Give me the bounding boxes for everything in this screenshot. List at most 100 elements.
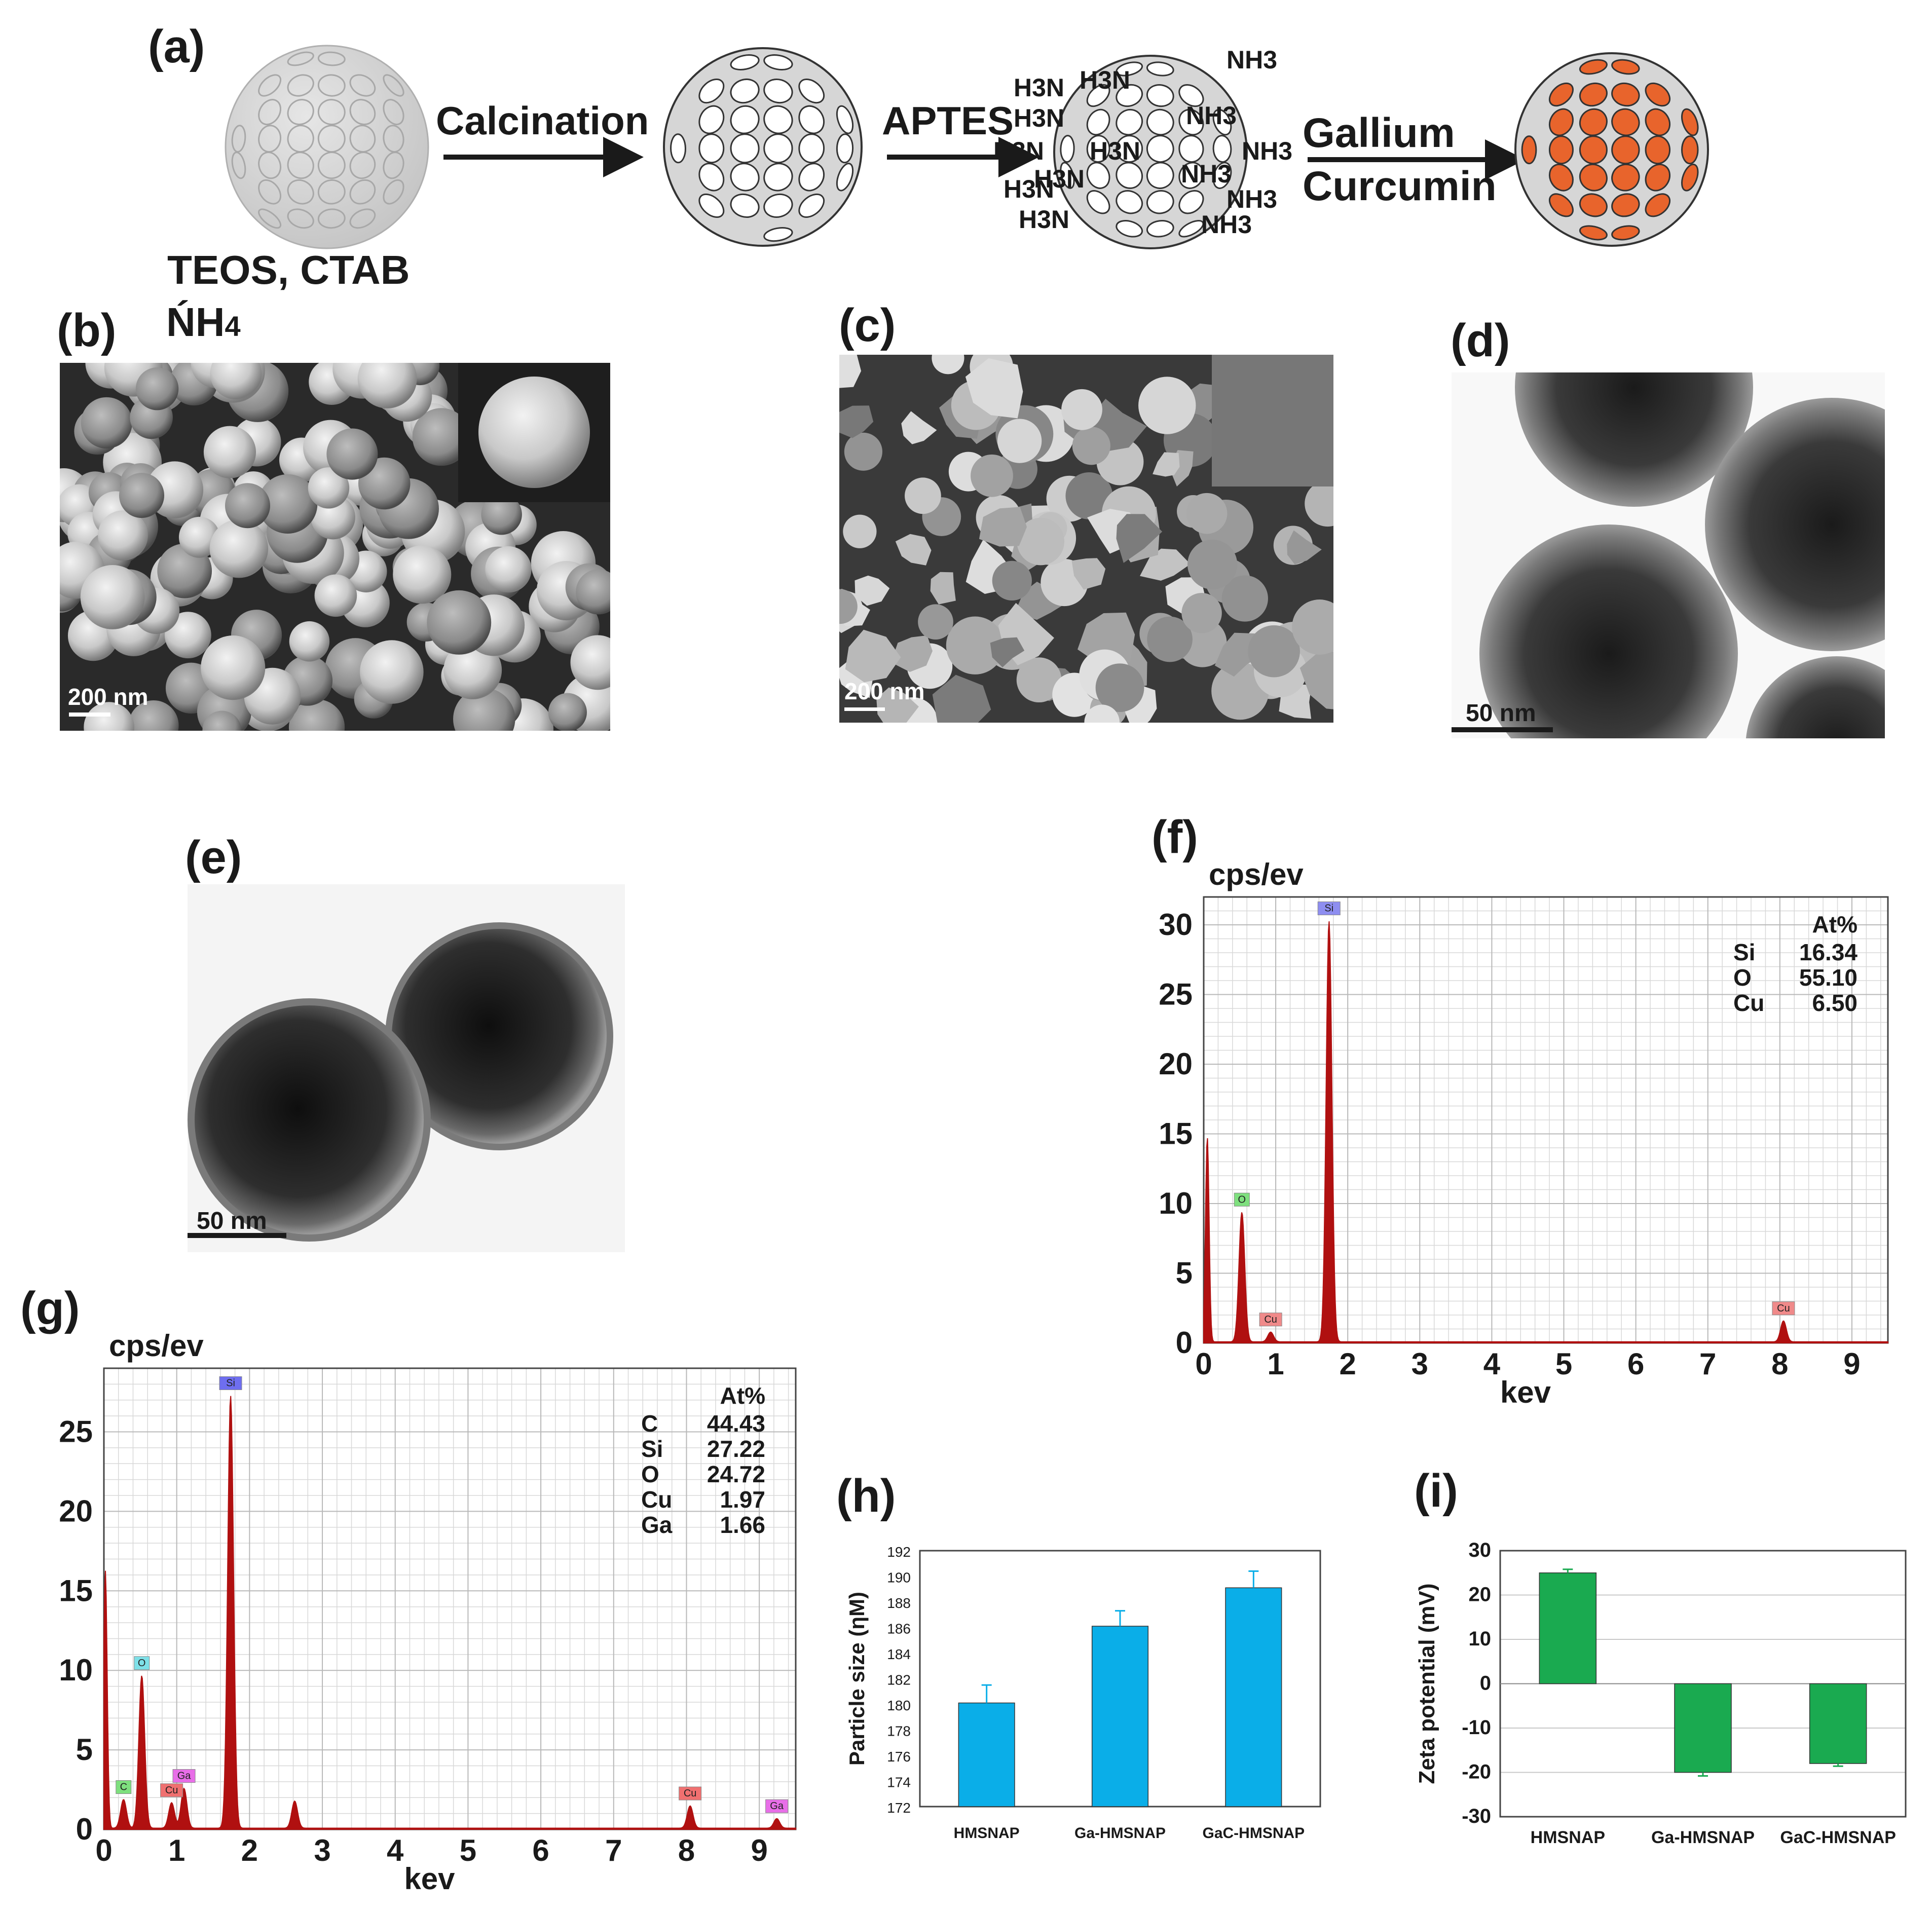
panel-label-d: (d)	[1451, 315, 1510, 366]
bar	[958, 1702, 1015, 1807]
nanoparticle	[210, 363, 262, 399]
spectrum-series	[103, 1396, 796, 1830]
pore	[287, 74, 314, 97]
pore	[763, 227, 793, 242]
nanoparticle	[308, 467, 350, 509]
pore	[1146, 220, 1174, 238]
nanoparticle	[932, 355, 964, 374]
y-tick-label: 182	[887, 1672, 911, 1688]
amine-label: NH3	[1242, 137, 1292, 165]
y-tick-label: 180	[887, 1698, 911, 1713]
y-tick-label: 184	[887, 1646, 911, 1662]
nanoparticle	[393, 545, 452, 604]
aggregate	[1299, 647, 1333, 709]
y-tick-label: 30	[1469, 1539, 1492, 1561]
pore	[349, 99, 376, 126]
nanoparticle	[326, 428, 378, 480]
aggregate	[854, 575, 890, 606]
pore	[1611, 59, 1640, 75]
nanoparticle	[203, 426, 256, 478]
nanoparticle	[202, 710, 242, 731]
x-tick-label: 1	[1267, 1347, 1284, 1381]
amine-label: NH3	[1201, 210, 1252, 239]
x-axis-label: kev	[1500, 1375, 1551, 1409]
composition-value: 24.72	[707, 1461, 765, 1487]
curcumin-label: Curcumin	[1303, 163, 1497, 209]
pore	[1086, 108, 1110, 136]
nanoparticle	[839, 589, 858, 624]
nanoparticle	[548, 693, 587, 731]
spectrum-series	[1203, 921, 1888, 1343]
y-tick-label: 188	[887, 1595, 911, 1611]
nanoparticle	[178, 516, 220, 558]
bar	[1539, 1572, 1597, 1684]
nanoparticle	[1211, 662, 1269, 720]
scale-bar-c: 200 nm	[844, 678, 925, 704]
y-tick-label: 190	[887, 1570, 911, 1586]
pore	[836, 105, 854, 134]
bar	[1674, 1683, 1732, 1773]
amine-label: NH3	[1181, 160, 1232, 188]
pore	[317, 152, 346, 179]
aggregate	[901, 411, 937, 444]
y-tick-label: 5	[76, 1733, 93, 1767]
calcined-sphere	[663, 47, 863, 247]
bar	[1225, 1587, 1282, 1807]
nanoparticle	[905, 477, 941, 514]
y-tick-label: 10	[59, 1653, 93, 1687]
x-axis-label: kev	[404, 1862, 455, 1896]
nanoparticle	[135, 367, 179, 410]
nanoparticle	[1061, 389, 1102, 430]
nanoparticle	[209, 519, 269, 578]
composition-value: 55.10	[1799, 964, 1857, 991]
peak-label: Cu	[1777, 1303, 1790, 1314]
pore	[1645, 135, 1671, 165]
pore	[258, 99, 282, 126]
pore	[1579, 82, 1608, 107]
y-tick-label: 0	[1480, 1672, 1491, 1695]
peak-label-box	[1772, 1301, 1795, 1316]
pore	[1548, 82, 1574, 107]
x-tick-label: 9	[1843, 1347, 1860, 1381]
nanoparticle	[80, 565, 145, 629]
pore	[1116, 84, 1143, 107]
nanoparticle	[1138, 377, 1196, 434]
pore	[1116, 220, 1143, 238]
peak-label-box	[1317, 902, 1341, 915]
pore	[287, 179, 314, 205]
pore	[349, 74, 376, 97]
aggregate	[895, 534, 932, 566]
pore	[287, 152, 314, 179]
y-tick-label: 176	[887, 1749, 911, 1765]
y-tick-label: 20	[1159, 1047, 1193, 1081]
peak-label-box	[172, 1769, 196, 1783]
aggregate	[839, 355, 862, 388]
category-label: GaC-HMSNAP	[1780, 1828, 1896, 1847]
nanoparticle	[98, 510, 148, 561]
composition-value: 6.50	[1812, 990, 1857, 1016]
pore	[1548, 193, 1574, 217]
x-tick-label: 9	[751, 1833, 767, 1867]
pore	[287, 208, 314, 229]
composition-element: Cu	[641, 1486, 672, 1513]
aggregate	[930, 572, 956, 605]
peak-label: Ga	[177, 1771, 192, 1782]
x-tick-label: 8	[678, 1833, 695, 1867]
x-tick-label: 4	[1483, 1347, 1501, 1381]
pore	[1579, 193, 1608, 217]
amine-label: H3N	[1090, 137, 1140, 165]
peak-label-box	[219, 1376, 242, 1390]
y-tick-label: 20	[1469, 1584, 1492, 1606]
pore	[798, 193, 825, 218]
peak-label-box	[116, 1780, 132, 1794]
pore	[1060, 135, 1075, 163]
pore	[1611, 82, 1640, 107]
pore	[1146, 61, 1174, 77]
pore	[1212, 162, 1232, 189]
nanoparticle	[1147, 616, 1193, 662]
zeta-potential-chart: -30 -20 -10 0 10 20 30 HMSNAP Ga-HMSNAP GaC-HMSNA…	[1415, 1539, 1907, 1847]
reagents-label: TEOS, CTAB	[167, 247, 410, 292]
panel-label-i: (i)	[1414, 1465, 1458, 1517]
pore	[1212, 135, 1232, 163]
x-tick-label: 3	[1411, 1347, 1428, 1381]
